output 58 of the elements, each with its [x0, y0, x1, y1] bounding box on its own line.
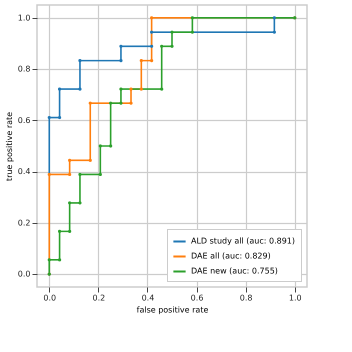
y-tick-label: 1.0 [18, 13, 30, 22]
point [190, 16, 194, 20]
x-tick-label: 1.0 [288, 294, 302, 302]
point [129, 88, 133, 91]
point [48, 172, 51, 176]
point [78, 88, 82, 91]
point [140, 88, 143, 91]
point [98, 172, 102, 176]
point [88, 158, 92, 162]
y-tick-label: 0.2 [18, 218, 30, 228]
point [98, 144, 102, 148]
x-tick-label: 0.8 [240, 294, 253, 302]
point [170, 30, 174, 34]
point [58, 258, 62, 262]
point [160, 88, 164, 91]
point [150, 16, 154, 20]
y-tick-label: 0.4 [18, 167, 30, 176]
y-axis-title: true positive rate [4, 112, 14, 182]
x-tick-label: 0.0 [43, 294, 56, 302]
point [119, 44, 123, 48]
legend-label: ALD study all (auc: 0.891) [191, 236, 296, 246]
y-tick-label: 0.6 [18, 116, 30, 125]
point [160, 44, 164, 48]
point [68, 230, 72, 233]
point [109, 102, 112, 105]
point [129, 102, 133, 105]
x-axis-title: false positive rate [136, 306, 208, 314]
point [68, 158, 72, 162]
point [68, 201, 72, 204]
point [190, 30, 194, 34]
point [88, 102, 92, 105]
point [109, 144, 112, 148]
legend-label: DAE all (auc: 0.829) [191, 252, 271, 260]
point [48, 258, 51, 262]
point [272, 16, 276, 20]
point [48, 116, 51, 120]
point [58, 116, 62, 120]
y-tick-label: 0.8 [18, 64, 30, 74]
point [119, 88, 123, 91]
point [78, 172, 82, 176]
x-tick-label: 0.6 [190, 294, 204, 302]
point [119, 59, 123, 62]
point [150, 44, 154, 48]
legend-label: DAE new (auc: 0.755) [191, 266, 278, 276]
point [58, 230, 62, 233]
x-tick-label: 0.2 [92, 294, 106, 302]
point [119, 102, 123, 105]
point [58, 88, 62, 91]
point [150, 59, 154, 62]
y-tick-label: 0.0 [18, 270, 30, 279]
point [140, 59, 143, 62]
point [68, 172, 72, 176]
x-tick-label: 0.4 [142, 294, 154, 302]
point [150, 30, 154, 34]
point [78, 59, 82, 62]
point [170, 44, 174, 48]
point [78, 201, 82, 204]
point [272, 30, 276, 34]
